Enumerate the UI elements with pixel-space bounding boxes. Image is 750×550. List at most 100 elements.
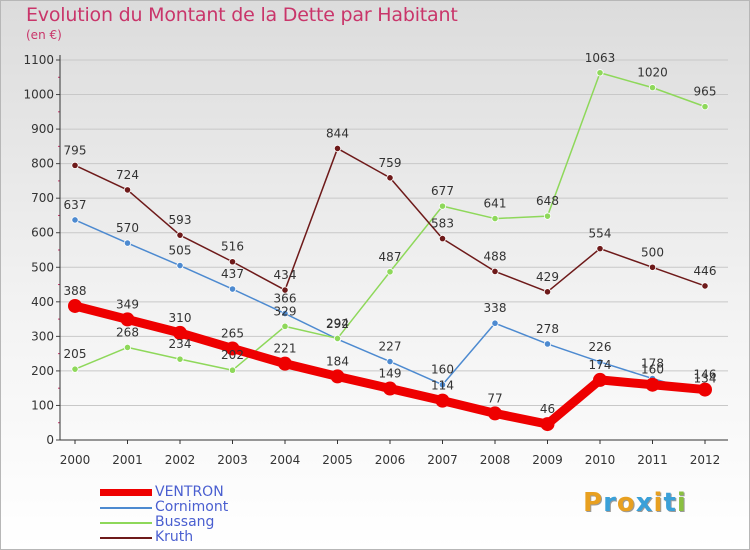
- data-point-kruth: [386, 174, 394, 182]
- data-point-ventron: [120, 312, 135, 327]
- data-label-ventron: 349: [116, 297, 139, 311]
- y-tick-label: 100: [31, 398, 54, 412]
- y-tick-label: 500: [31, 260, 54, 274]
- y-tick-label: 0: [46, 433, 54, 447]
- x-tick-label: 2008: [480, 453, 511, 467]
- data-point-ventron: [593, 372, 607, 387]
- data-point-ventron: [435, 393, 450, 408]
- data-point-bussang: [438, 202, 447, 210]
- data-label-cornimont: 226: [589, 340, 612, 354]
- data-point-ventron: [330, 369, 345, 384]
- data-label-ventron: 174: [589, 358, 612, 372]
- y-tick-label: 200: [31, 364, 54, 378]
- data-label-ventron: 310: [169, 311, 192, 325]
- data-label-bussang: 641: [484, 197, 507, 211]
- data-point-bussang: [543, 212, 552, 220]
- data-point-bussang: [491, 214, 499, 223]
- data-point-bussang: [386, 268, 394, 276]
- y-tick-label: 700: [31, 191, 54, 205]
- data-label-kruth: 724: [116, 168, 139, 182]
- data-label-cornimont: 366: [274, 292, 297, 306]
- x-tick-label: 2011: [637, 453, 668, 467]
- data-label-cornimont: 505: [169, 244, 192, 258]
- data-label-cornimont: 292: [326, 317, 349, 331]
- data-label-ventron: 149: [379, 367, 402, 381]
- data-label-cornimont: 570: [116, 221, 139, 235]
- data-point-kruth: [228, 258, 237, 266]
- data-label-bussang: 268: [116, 325, 139, 339]
- y-tick-label: 1100: [23, 53, 54, 67]
- data-label-cornimont: 437: [221, 267, 244, 281]
- data-point-kruth: [333, 144, 342, 153]
- data-point-ventron: [173, 325, 187, 340]
- legend-swatch-ventron: [100, 489, 152, 496]
- data-point-cornimont: [491, 319, 499, 327]
- data-label-bussang: 648: [536, 194, 559, 208]
- data-point-kruth: [71, 161, 79, 169]
- x-tick-label: 2009: [532, 453, 563, 467]
- data-point-bussang: [596, 69, 604, 77]
- data-point-kruth: [596, 245, 604, 253]
- legend-label-bussang: Bussang: [155, 514, 215, 530]
- data-label-ventron: 114: [431, 379, 454, 393]
- data-label-bussang: 677: [431, 184, 454, 198]
- logo-letter: P: [583, 488, 604, 518]
- data-label-kruth: 795: [64, 143, 87, 157]
- data-label-kruth: 488: [484, 249, 507, 263]
- data-label-kruth: 759: [379, 156, 402, 170]
- data-point-bussang: [228, 366, 237, 374]
- data-point-cornimont: [386, 357, 394, 366]
- data-point-kruth: [123, 186, 132, 194]
- data-label-cornimont: 278: [536, 322, 559, 336]
- data-point-cornimont: [543, 340, 552, 348]
- data-point-kruth: [176, 231, 184, 239]
- data-label-cornimont: 178: [641, 357, 664, 371]
- data-label-cornimont: 637: [64, 198, 87, 212]
- data-point-bussang: [281, 322, 289, 330]
- data-point-cornimont: [281, 309, 289, 318]
- data-point-cornimont: [438, 381, 447, 389]
- data-label-kruth: 500: [641, 245, 664, 259]
- data-point-ventron: [488, 406, 502, 421]
- data-label-ventron: 184: [326, 354, 349, 368]
- data-label-kruth: 583: [431, 217, 454, 231]
- data-point-kruth: [438, 235, 447, 243]
- legend-swatch-bussang: [100, 522, 152, 524]
- y-tick-label: 800: [31, 157, 54, 171]
- data-label-ventron: 160: [641, 363, 664, 377]
- data-point-ventron: [225, 341, 240, 356]
- data-point-kruth: [701, 282, 709, 290]
- data-point-bussang: [176, 355, 184, 363]
- data-point-kruth: [281, 286, 289, 294]
- y-tick-label: 1000: [23, 88, 54, 102]
- data-point-cornimont: [596, 358, 604, 366]
- logo-letter: i: [653, 488, 664, 518]
- data-point-cornimont: [228, 285, 237, 293]
- data-label-bussang: 202: [221, 348, 244, 362]
- data-label-ventron: 146: [694, 368, 717, 382]
- data-label-kruth: 844: [326, 126, 349, 140]
- data-label-ventron: 77: [487, 391, 502, 405]
- x-tick-label: 2004: [270, 453, 301, 467]
- data-point-bussang: [333, 334, 342, 343]
- data-label-ventron: 388: [64, 284, 87, 298]
- data-point-kruth: [648, 263, 657, 271]
- x-tick-label: 2006: [375, 453, 406, 467]
- x-tick-label: 2010: [585, 453, 616, 467]
- data-label-cornimont: 134: [694, 372, 717, 386]
- data-label-ventron: 265: [221, 326, 244, 340]
- logo-letter: x: [635, 488, 654, 518]
- x-tick-label: 2007: [427, 453, 458, 467]
- x-tick-label: 2002: [165, 453, 196, 467]
- legend-swatch-cornimont: [100, 507, 152, 509]
- data-label-cornimont: 338: [484, 301, 507, 315]
- chart-subtitle: (en €): [26, 28, 62, 42]
- x-tick-label: 2000: [60, 453, 91, 467]
- chart-title: Evolution du Montant de la Dette par Hab…: [26, 4, 458, 26]
- logo-letter: i: [676, 488, 687, 518]
- data-point-cornimont: [123, 239, 132, 247]
- data-label-bussang: 1020: [637, 66, 668, 80]
- data-label-kruth: 446: [694, 264, 717, 278]
- data-label-bussang: 329: [274, 304, 297, 318]
- data-point-bussang: [648, 84, 657, 92]
